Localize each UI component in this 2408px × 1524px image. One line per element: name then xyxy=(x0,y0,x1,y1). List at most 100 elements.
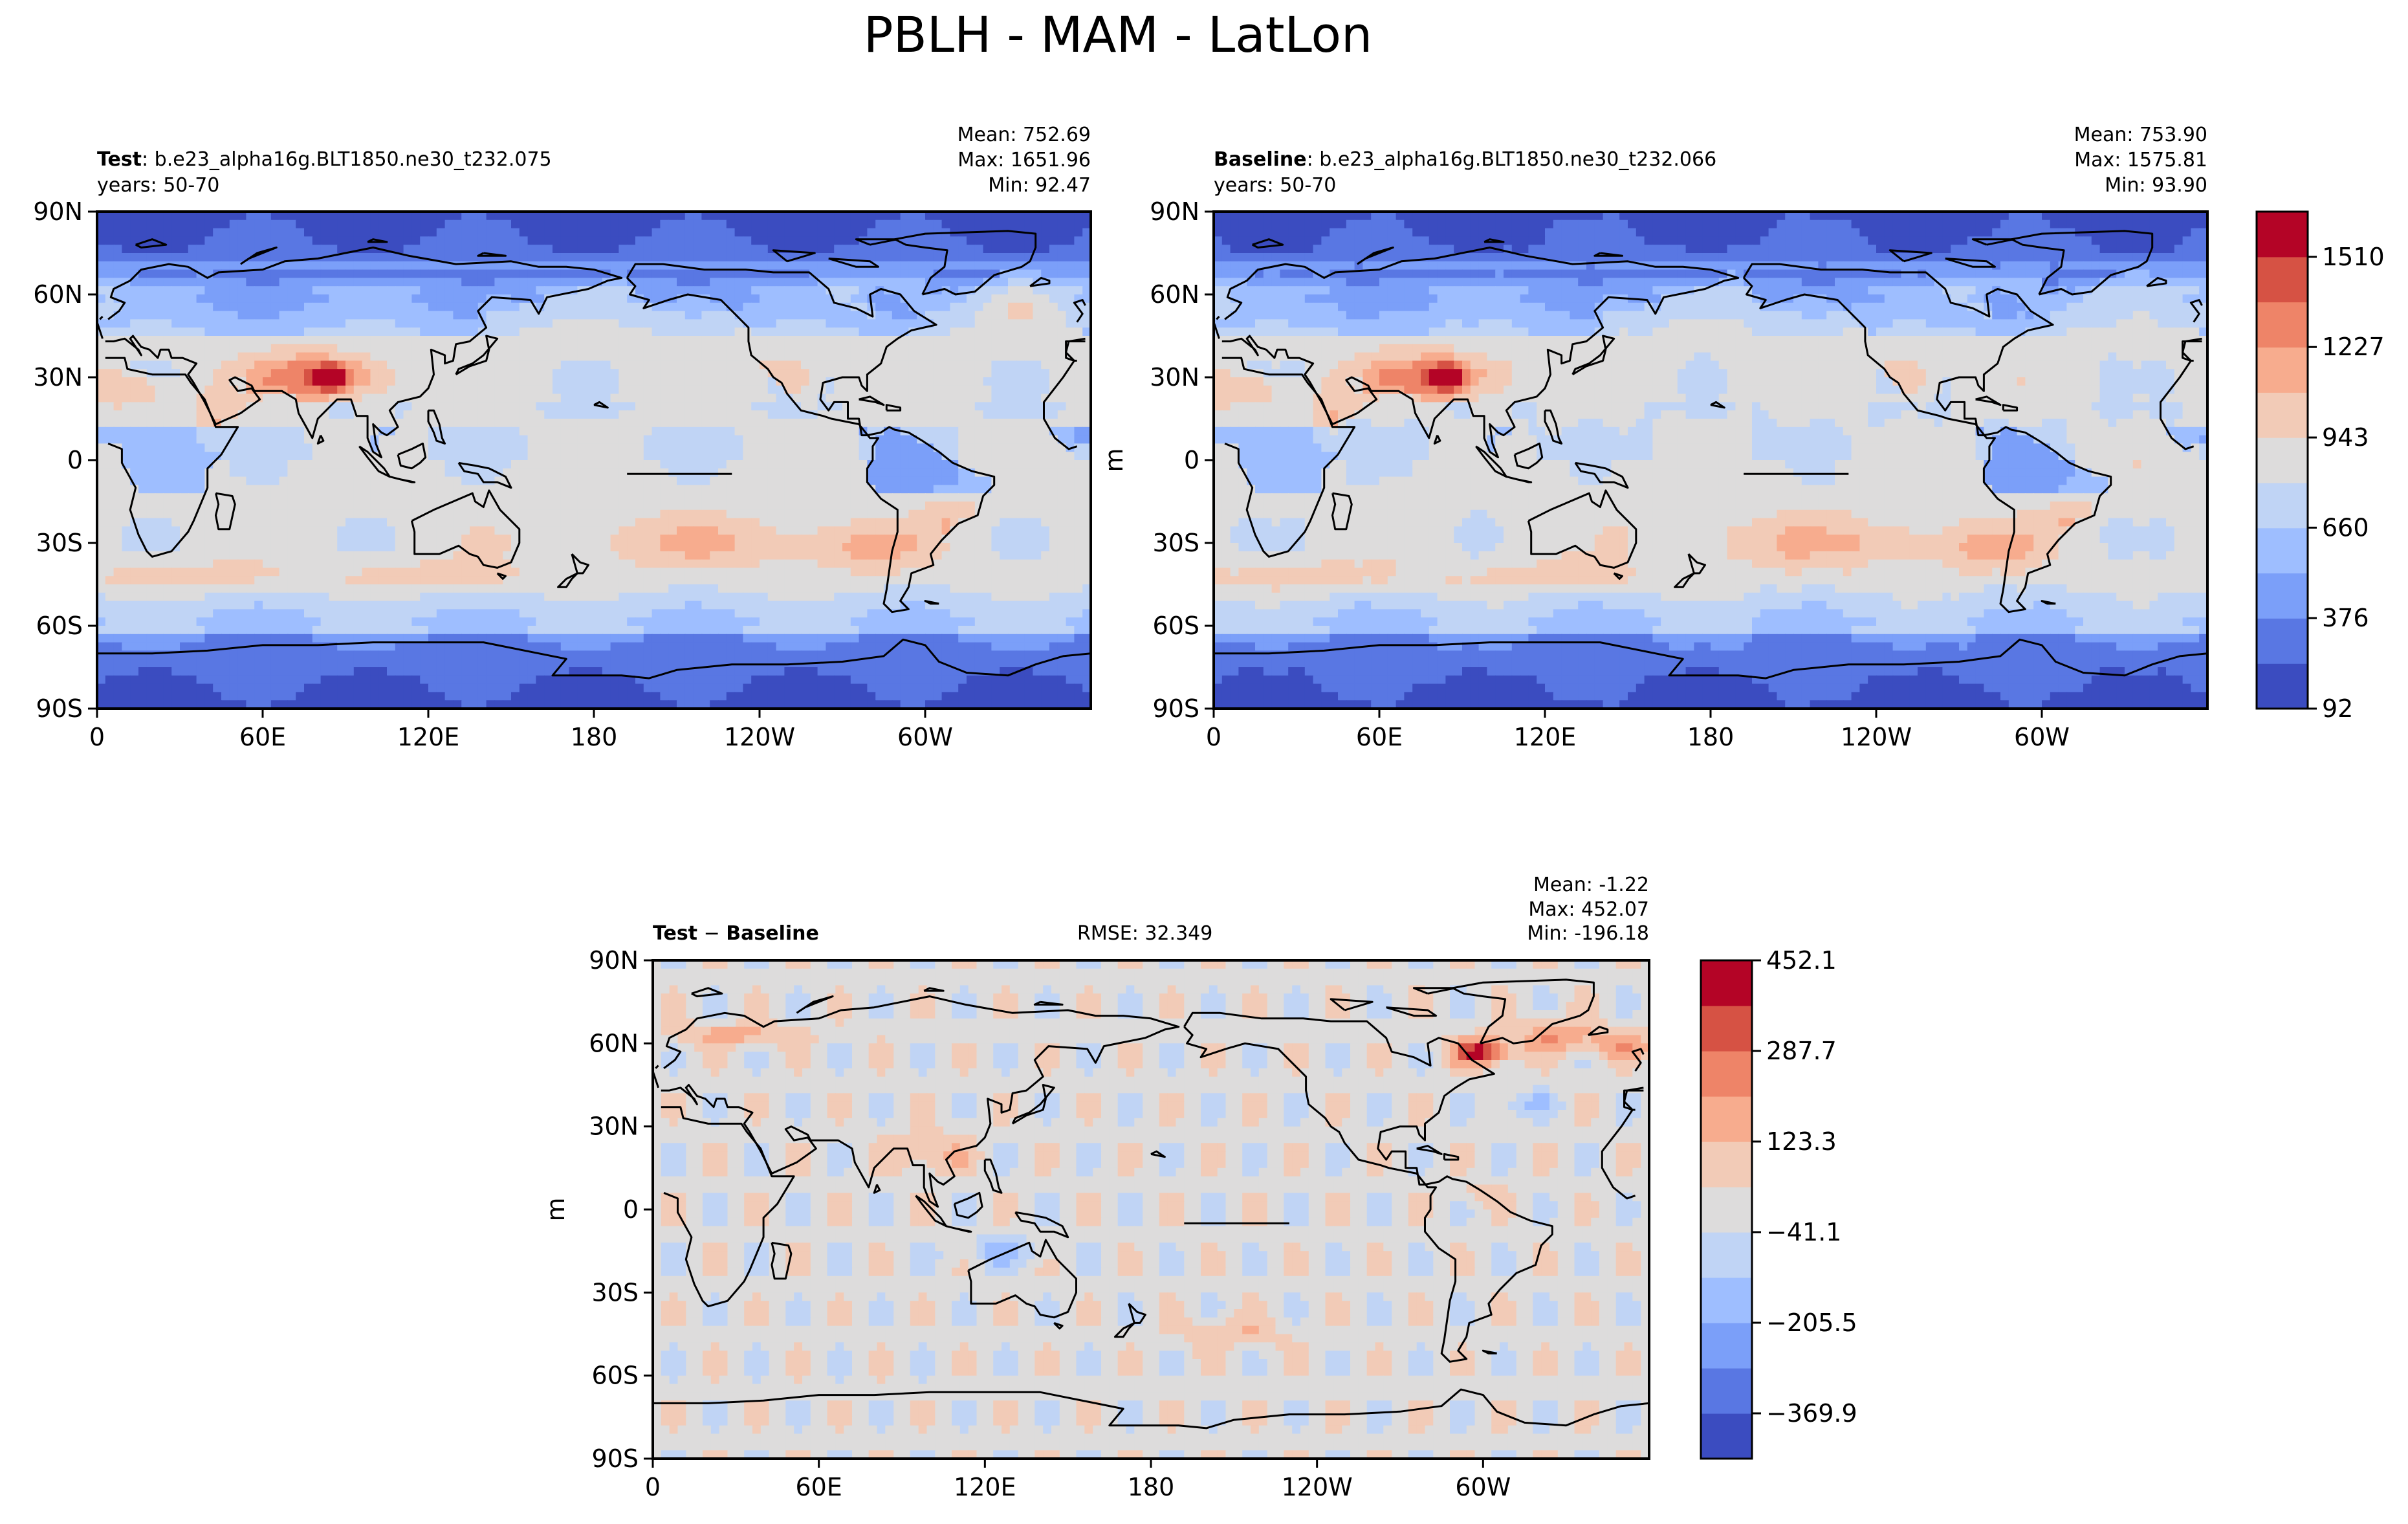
field-cell xyxy=(602,352,611,362)
field-cell xyxy=(503,551,512,560)
field-cell xyxy=(884,535,893,544)
field-cell xyxy=(908,460,917,469)
field-cell xyxy=(900,485,910,494)
field-cell xyxy=(718,269,727,279)
field-cell xyxy=(1057,327,1067,337)
field-cell xyxy=(1016,509,1025,519)
field-cell xyxy=(586,410,595,419)
field-cell xyxy=(444,344,454,353)
field-cell xyxy=(900,286,910,295)
field-cell xyxy=(237,468,247,478)
field-cell xyxy=(519,468,529,478)
field-cell xyxy=(146,253,156,262)
field-cell xyxy=(1000,443,1009,452)
field-cell xyxy=(1008,302,1017,312)
field-cell xyxy=(503,468,512,478)
field-cell xyxy=(801,377,810,386)
field-cell xyxy=(378,278,388,287)
field-cell xyxy=(544,509,553,519)
field-cell xyxy=(751,518,760,527)
field-cell xyxy=(726,435,736,445)
field-cell xyxy=(884,360,893,370)
field-cell xyxy=(97,502,106,511)
field-cell xyxy=(801,344,810,353)
field-cell xyxy=(337,360,346,370)
field-cell xyxy=(842,336,851,345)
field-cell xyxy=(527,518,537,527)
field-cell xyxy=(701,278,710,287)
field-cell xyxy=(569,302,578,312)
field-cell xyxy=(892,261,901,271)
field-cell xyxy=(138,393,148,403)
field-cell xyxy=(353,327,363,337)
field-cell xyxy=(875,219,884,229)
field-cell xyxy=(967,543,976,552)
field-cell xyxy=(1024,286,1034,295)
field-cell xyxy=(296,352,305,362)
field-cell xyxy=(917,253,926,262)
field-cell xyxy=(859,352,868,362)
field-cell xyxy=(444,294,454,304)
field-cell xyxy=(420,551,429,560)
field-cell xyxy=(461,294,470,304)
field-cell xyxy=(933,426,943,436)
field-cell xyxy=(743,385,752,395)
field-cell xyxy=(734,509,744,519)
field-cell xyxy=(470,294,479,304)
field-cell xyxy=(950,236,959,245)
field-cell xyxy=(718,435,727,445)
field-cell xyxy=(1074,393,1083,403)
field-cell xyxy=(503,344,512,353)
field-cell xyxy=(1033,410,1042,419)
field-cell xyxy=(751,535,760,544)
field-cell xyxy=(668,319,677,328)
field-cell xyxy=(850,212,860,221)
field-cell xyxy=(263,212,272,221)
field-cell xyxy=(536,509,545,519)
field-cell xyxy=(602,360,611,370)
field-cell xyxy=(553,460,562,469)
field-cell xyxy=(610,509,620,519)
field-cell xyxy=(602,245,611,254)
field-cell xyxy=(378,253,388,262)
field-cell xyxy=(1016,518,1025,527)
field-cell xyxy=(254,327,263,337)
field-cell xyxy=(229,336,239,345)
field-cell xyxy=(602,535,611,544)
field-cell xyxy=(155,269,164,279)
field-cell xyxy=(320,352,330,362)
field-cell xyxy=(767,526,777,535)
field-cell xyxy=(710,493,719,502)
field-cell xyxy=(892,269,901,279)
field-cell xyxy=(188,319,197,328)
field-cell xyxy=(536,360,545,370)
field-cell xyxy=(113,468,123,478)
field-cell xyxy=(850,493,860,502)
field-cell xyxy=(809,286,818,295)
field-cell xyxy=(279,460,289,469)
field-cell xyxy=(643,269,653,279)
field-cell xyxy=(229,369,239,378)
field-cell xyxy=(320,385,330,395)
field-cell xyxy=(188,245,197,254)
field-cell xyxy=(859,476,868,486)
field-cell xyxy=(345,435,355,445)
field-cell xyxy=(395,360,404,370)
field-cell xyxy=(163,535,172,544)
field-cell xyxy=(594,551,603,560)
field-cell xyxy=(643,385,653,395)
field-cell xyxy=(950,452,959,461)
field-cell xyxy=(958,443,967,452)
field-cell xyxy=(188,402,197,411)
field-cell xyxy=(925,236,934,245)
field-cell xyxy=(312,493,322,502)
field-cell xyxy=(842,377,851,386)
field-cell xyxy=(610,476,620,486)
field-cell xyxy=(229,485,239,494)
field-cell xyxy=(677,543,686,552)
field-cell xyxy=(594,369,603,378)
field-cell xyxy=(353,485,363,494)
field-cell xyxy=(892,360,901,370)
field-cell xyxy=(627,493,636,502)
field-cell xyxy=(560,253,570,262)
